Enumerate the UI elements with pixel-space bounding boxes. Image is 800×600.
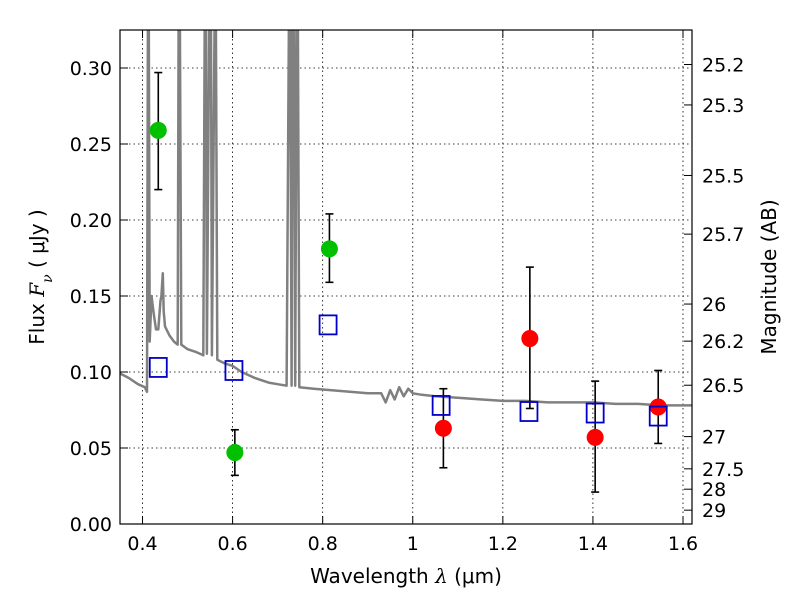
tick-labels: 0.4 0.6 0.8 1 1.2 1.4 1.6 0.00 0.05 0.10 0.15 0.20 0… [70, 55, 745, 555]
y-tick-label: 0.20 [70, 210, 112, 232]
plot-frame [119, 29, 693, 525]
data-point [586, 428, 604, 446]
y-tick-label: 0.15 [70, 286, 112, 308]
axis-ticks [120, 30, 692, 525]
y-tick-label: 0.30 [70, 58, 112, 80]
y-tick-label: 0.25 [70, 134, 112, 156]
data-point [149, 121, 167, 139]
x-tick-label: 0.8 [308, 533, 338, 555]
x-axis-title: Wavelength λ (μm) [310, 564, 502, 588]
y2-tick-label: 27.5 [702, 459, 744, 481]
y-tick-label: 0.05 [70, 438, 112, 460]
model-point [519, 401, 539, 422]
y2-tick-label: 25.7 [702, 224, 744, 246]
y2-tick-label: 26.5 [702, 375, 744, 397]
x-tick-label: 1.2 [488, 533, 518, 555]
model-point [224, 360, 244, 381]
spectrum-line [120, 30, 692, 407]
data-point [320, 240, 338, 258]
x-tick-label: 0.4 [127, 533, 157, 555]
y2-tick-label: 26.2 [702, 331, 744, 353]
y2-tick-label: 25.5 [702, 165, 744, 187]
model-spectrum [120, 30, 692, 407]
x-tick-label: 0.6 [217, 533, 247, 555]
x-tick-label: 1.6 [668, 533, 698, 555]
model-point [648, 405, 668, 427]
x-tick-label: 1 [407, 533, 419, 555]
data-point [521, 330, 539, 348]
x-tick-label: 1.4 [578, 533, 608, 555]
model-point [318, 314, 338, 336]
error-bars [154, 71, 663, 493]
model-point [431, 395, 451, 416]
y2-tick-label: 26 [702, 294, 726, 316]
y-axis-title: Flux Fν ( μJy ) [25, 209, 56, 344]
model-point [148, 357, 168, 378]
y-tick-label: 0.00 [70, 514, 112, 536]
y2-axis-title: Magnitude (AB) [757, 199, 781, 354]
data-point [226, 444, 244, 462]
model-point [585, 402, 605, 424]
y-tick-label: 0.10 [70, 362, 112, 384]
data-markers [148, 121, 668, 462]
y2-tick-label: 27 [702, 427, 726, 449]
y2-tick-label: 25.2 [702, 55, 744, 77]
data-point [434, 419, 452, 437]
y2-tick-label: 29 [702, 500, 726, 522]
y2-tick-label: 25.3 [702, 95, 744, 117]
y2-tick-label: 28 [702, 479, 726, 501]
